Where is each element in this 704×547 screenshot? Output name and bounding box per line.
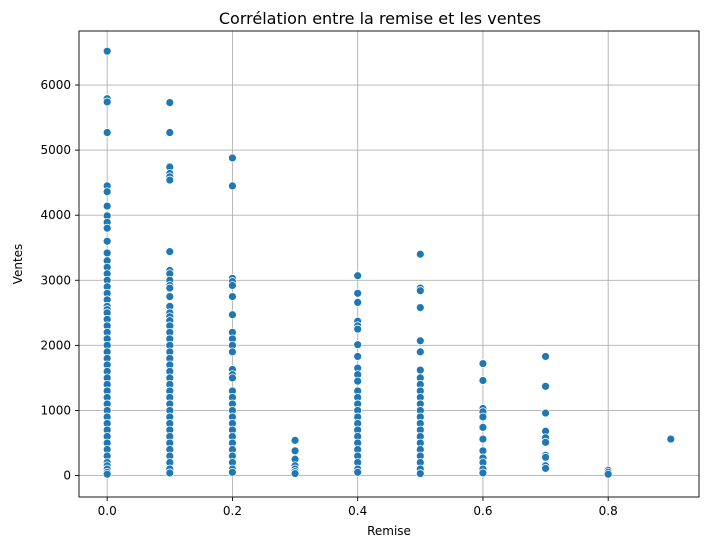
x-tick-label: 0.8 xyxy=(599,504,618,518)
data-point xyxy=(353,352,363,361)
data-point xyxy=(165,283,175,293)
data-point xyxy=(603,469,613,479)
y-tick-label: 0 xyxy=(63,469,71,483)
data-point xyxy=(165,468,175,478)
data-point xyxy=(102,187,112,197)
data-point xyxy=(165,128,175,137)
y-tick-label: 6000 xyxy=(40,78,71,92)
data-point xyxy=(541,452,550,462)
data-point xyxy=(415,365,425,375)
y-tick-label: 2000 xyxy=(40,338,71,352)
data-point xyxy=(415,469,425,478)
data-point xyxy=(478,434,488,444)
data-point xyxy=(102,97,112,107)
data-point xyxy=(228,281,237,290)
data-point xyxy=(415,286,425,296)
data-point xyxy=(228,153,237,163)
data-point xyxy=(478,422,488,432)
x-tick-label: 0.6 xyxy=(473,504,492,518)
data-point xyxy=(165,292,175,301)
plot-frame xyxy=(78,30,700,498)
y-axis-label: Ventes xyxy=(11,244,25,285)
data-point xyxy=(290,435,300,445)
y-tick-label: 1000 xyxy=(40,403,71,417)
data-point xyxy=(353,340,363,350)
data-point xyxy=(102,236,112,246)
data-point xyxy=(353,271,363,281)
data-point xyxy=(102,469,112,479)
data-point xyxy=(541,408,550,418)
data-point xyxy=(541,352,550,361)
x-axis-ticks: 0.0 0.2 0.4 0.6 0.8 xyxy=(98,497,618,518)
data-point xyxy=(415,347,425,357)
data-point xyxy=(102,201,112,211)
data-point xyxy=(353,324,363,334)
data-point xyxy=(102,46,112,56)
data-point xyxy=(478,412,488,422)
data-point xyxy=(228,467,237,477)
data-point xyxy=(228,347,237,357)
data-point xyxy=(666,434,676,444)
y-tick-label: 3000 xyxy=(40,273,71,287)
data-point xyxy=(353,297,363,307)
data-point xyxy=(353,288,363,298)
data-point xyxy=(102,223,112,233)
data-point xyxy=(165,247,175,257)
data-point xyxy=(165,98,175,107)
y-tick-label: 4000 xyxy=(40,208,71,222)
data-point xyxy=(541,463,550,473)
data-point xyxy=(415,303,425,313)
data-point xyxy=(102,248,112,258)
data-point xyxy=(290,469,300,478)
x-axis-label: Remise xyxy=(367,524,411,538)
data-point xyxy=(353,467,363,477)
data-point xyxy=(228,373,237,383)
data-point xyxy=(478,376,488,385)
x-tick-label: 0.4 xyxy=(348,504,367,518)
data-point xyxy=(353,376,363,386)
data-point xyxy=(290,446,300,456)
data-point xyxy=(228,310,237,320)
data-point xyxy=(102,128,112,137)
data-point xyxy=(478,359,488,368)
data-point xyxy=(541,437,550,447)
data-point xyxy=(228,292,237,301)
x-tick-label: 0.2 xyxy=(223,504,242,518)
y-tick-label: 5000 xyxy=(40,143,71,157)
data-point xyxy=(228,181,237,191)
data-point xyxy=(478,468,488,478)
chart-title: Corrélation entre la remise et les vente… xyxy=(219,9,541,28)
data-point xyxy=(415,336,425,346)
data-points xyxy=(102,46,676,479)
data-point xyxy=(165,175,175,185)
data-point xyxy=(541,381,550,391)
x-tick-label: 0.0 xyxy=(98,504,117,518)
grid xyxy=(79,31,699,497)
y-axis-ticks: 0 1000 2000 3000 4000 5000 6000 xyxy=(40,78,79,483)
data-point xyxy=(415,249,425,259)
